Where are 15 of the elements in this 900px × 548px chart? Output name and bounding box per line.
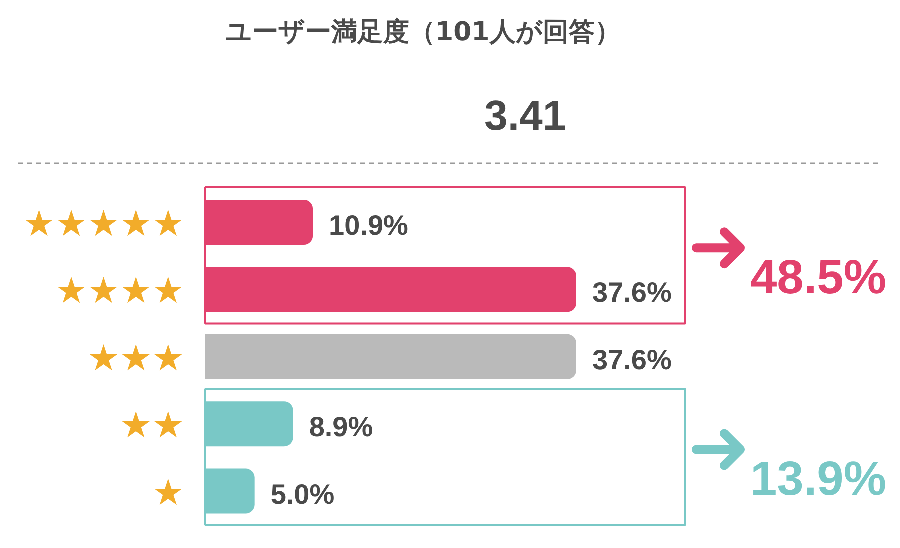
text: 48.5%	[750, 252, 887, 305]
y-tick-label: ★★★	[88, 338, 185, 380]
chart-subtitle: 3.41	[484, 92, 566, 139]
y-tick-label: ★	[152, 472, 185, 514]
data-label: 37.6%	[592, 344, 672, 376]
chart-title: ユーザー満足度（101人が回答）	[226, 18, 621, 48]
data-label: 8.9%	[309, 412, 374, 443]
bar	[206, 334, 576, 380]
data-label: 5.0%	[270, 478, 335, 510]
data-label: 10.9%	[329, 210, 409, 241]
y-tick-label: ★★★★	[55, 271, 184, 312]
y-tick-label: ★★★★★	[23, 204, 185, 245]
data-label: 37.6%	[592, 277, 672, 308]
text: 13.9%	[750, 453, 887, 506]
y-tick-label: ★★	[120, 406, 184, 447]
